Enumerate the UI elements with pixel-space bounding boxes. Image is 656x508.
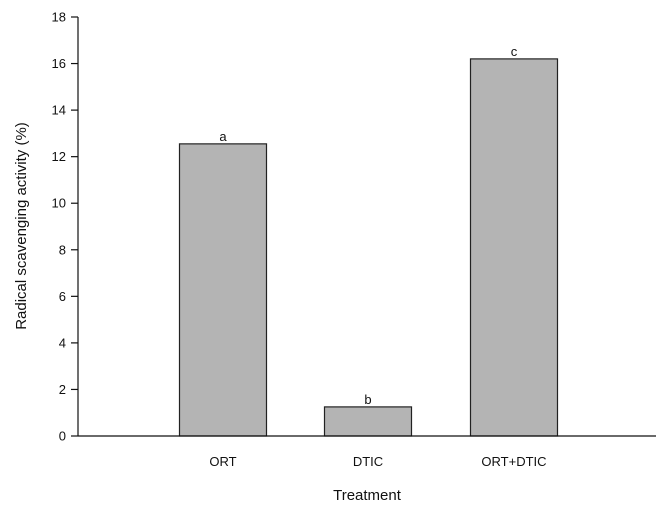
y-tick-label: 18 — [52, 10, 66, 25]
x-tick-label: ORT+DTIC — [481, 454, 546, 469]
y-axis-ticks: 0 2 4 6 8 10 12 14 16 18 — [52, 10, 78, 444]
bar-ort-dtic — [469, 58, 559, 437]
bar-data-label: a — [219, 129, 227, 144]
x-axis-title: Treatment — [333, 487, 402, 504]
bars: a b c — [178, 44, 559, 437]
bar-ort — [178, 143, 268, 437]
x-axis-ticks: ORT DTIC ORT+DTIC — [209, 454, 546, 469]
bar-data-label: b — [364, 392, 371, 407]
y-axis-title: Radical scavenging activity (%) — [13, 122, 30, 330]
x-tick-label: DTIC — [353, 454, 383, 469]
y-tick-label: 0 — [59, 429, 66, 444]
y-tick-label: 16 — [52, 56, 66, 71]
y-tick-label: 2 — [59, 382, 66, 397]
y-tick-label: 14 — [52, 103, 66, 118]
y-tick-label: 8 — [59, 242, 66, 257]
x-tick-label: ORT — [209, 454, 236, 469]
y-tick-label: 6 — [59, 289, 66, 304]
bar-dtic — [323, 406, 413, 437]
y-tick-label: 12 — [52, 149, 66, 164]
y-tick-label: 10 — [52, 196, 66, 211]
bar-data-label: c — [511, 44, 518, 59]
y-tick-label: 4 — [59, 335, 66, 350]
